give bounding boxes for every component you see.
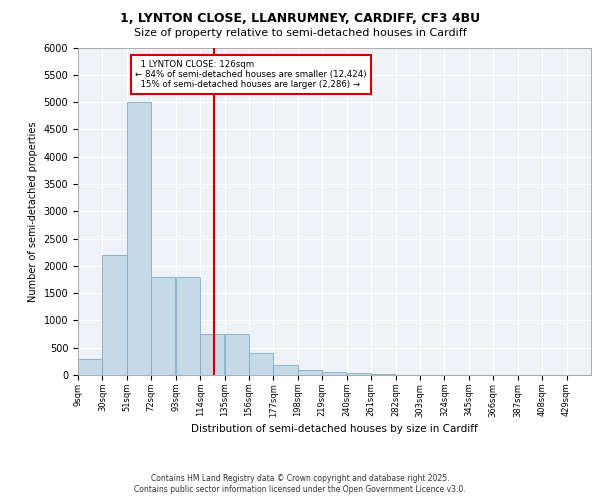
Bar (224, 334, 248, 375)
Bar (274, 366, 298, 375)
Bar (200, 334, 224, 375)
Bar (347, 374, 371, 375)
Bar (371, 374, 395, 375)
Text: Contains HM Land Registry data © Crown copyright and database right 2025.
Contai: Contains HM Land Registry data © Crown c… (134, 474, 466, 494)
X-axis label: Distribution of semi-detached houses by size in Cardiff: Distribution of semi-detached houses by … (191, 424, 478, 434)
Bar (151, 277, 175, 375)
Bar (298, 370, 322, 375)
Bar (322, 372, 346, 375)
Bar (176, 277, 200, 375)
Text: 1, LYNTON CLOSE, LLANRUMNEY, CARDIFF, CF3 4BU: 1, LYNTON CLOSE, LLANRUMNEY, CARDIFF, CF… (120, 12, 480, 26)
Text: 1 LYNTON CLOSE: 126sqm
← 84% of semi-detached houses are smaller (12,424)
  15% : 1 LYNTON CLOSE: 126sqm ← 84% of semi-det… (135, 60, 367, 90)
Bar (78, 358, 102, 375)
Bar (249, 353, 273, 375)
Y-axis label: Number of semi-detached properties: Number of semi-detached properties (28, 121, 38, 302)
Bar (103, 255, 127, 375)
Bar (127, 102, 151, 375)
Text: Size of property relative to semi-detached houses in Cardiff: Size of property relative to semi-detach… (134, 28, 466, 38)
